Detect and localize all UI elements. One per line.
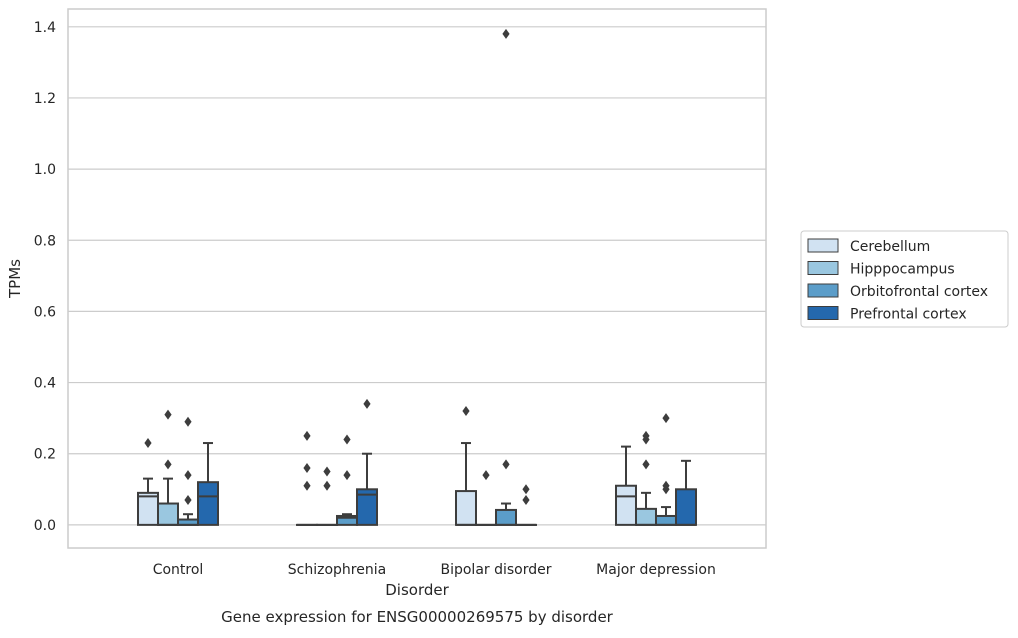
grid-lines: [68, 27, 766, 525]
x-tick-label: Schizophrenia: [288, 562, 386, 578]
legend: Cerebellum Hipppocampus Orbitofrontal cort…: [801, 231, 1008, 327]
y-tick-label: 1.4: [34, 20, 56, 36]
legend-label: Prefrontal cortex: [850, 307, 967, 323]
box-0-2: [456, 406, 476, 525]
outlier-point: [164, 410, 171, 420]
legend-label: Hipppocampus: [850, 262, 955, 278]
box-3-0: [198, 443, 218, 525]
outlier-point: [144, 438, 151, 448]
y-tick-label: 1.2: [34, 91, 56, 107]
outlier-point: [642, 459, 649, 469]
legend-swatch: [808, 284, 838, 297]
box-body: [158, 504, 178, 525]
y-tick-labels: 0.0 0.2 0.4 0.6 0.8 1.0 1.2 1.4: [34, 20, 56, 534]
x-tick-label: Bipolar disorder: [440, 562, 551, 578]
box-2-3: [656, 413, 676, 525]
box-3-1: [357, 399, 377, 525]
legend-swatch: [808, 307, 838, 320]
outlier-point: [363, 399, 370, 409]
box-body: [656, 516, 676, 525]
box-0-1: [297, 431, 317, 525]
box-3-2: [516, 484, 536, 525]
outlier-point: [303, 431, 310, 441]
plot-frame: [68, 9, 766, 548]
box-1-3: [636, 431, 656, 525]
box-0-3: [616, 447, 636, 525]
y-tick-label: 0.0: [34, 518, 56, 534]
box-3-3: [676, 461, 696, 525]
outlier-point: [323, 481, 330, 491]
outlier-point: [522, 495, 529, 505]
y-tick-label: 0.6: [34, 304, 56, 320]
box-body: [636, 509, 656, 525]
box-1-0: [158, 410, 178, 525]
box-1-2: [476, 470, 496, 525]
outlier-point: [482, 470, 489, 480]
y-tick-label: 0.4: [34, 376, 56, 392]
box-2-2: [496, 29, 516, 525]
x-tick-labels: Control Schizophrenia Bipolar disorder Majo…: [153, 562, 716, 578]
y-tick-label: 1.0: [34, 162, 56, 178]
boxes: [138, 29, 696, 525]
outlier-point: [343, 434, 350, 444]
box-body: [496, 510, 516, 525]
y-axis-label: TPMs: [6, 259, 24, 299]
outlier-point: [502, 459, 509, 469]
x-tick-label: Control: [153, 562, 204, 578]
x-axis-label: Disorder: [385, 581, 449, 599]
outlier-point: [343, 470, 350, 480]
outlier-point: [164, 459, 171, 469]
y-tick-label: 0.2: [34, 447, 56, 463]
outlier-point: [184, 495, 191, 505]
x-tick-label: Major depression: [596, 562, 716, 578]
legend-swatch: [808, 262, 838, 275]
box-body: [198, 482, 218, 525]
legend-swatch: [808, 239, 838, 252]
y-tick-label: 0.8: [34, 233, 56, 249]
outlier-point: [522, 484, 529, 494]
outlier-point: [462, 406, 469, 416]
outlier-point: [184, 417, 191, 427]
box-body: [456, 491, 476, 525]
outlier-point: [303, 463, 310, 473]
outlier-point: [323, 467, 330, 477]
box-1-1: [317, 467, 337, 525]
outlier-point: [662, 413, 669, 423]
outlier-point: [303, 481, 310, 491]
outlier-point: [184, 470, 191, 480]
box-body: [616, 486, 636, 525]
chart-caption: Gene expression for ENSG00000269575 by d…: [221, 608, 614, 626]
box-2-0: [178, 417, 198, 525]
box-2-1: [337, 434, 357, 524]
box-body: [676, 489, 696, 525]
legend-label: Cerebellum: [850, 239, 930, 255]
outlier-point: [502, 29, 509, 39]
legend-label: Orbitofrontal cortex: [850, 284, 988, 300]
box-0-0: [138, 438, 158, 525]
box-body: [138, 493, 158, 525]
